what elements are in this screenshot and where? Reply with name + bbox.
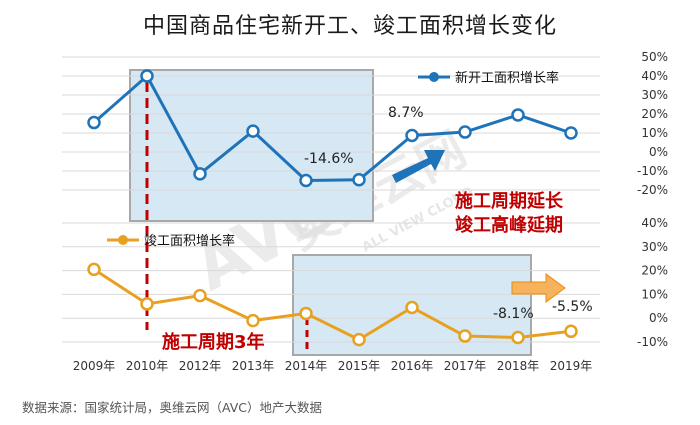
top-data-point xyxy=(87,115,101,130)
top-data-point xyxy=(511,108,525,122)
bottom-grid xyxy=(62,222,600,343)
bottom-data-point xyxy=(458,329,472,343)
top-y-tick-label: -10% xyxy=(637,164,668,178)
x-tick-label: 2016年 xyxy=(391,359,434,373)
top-y-tick-label: 10% xyxy=(641,126,668,140)
top-data-point xyxy=(246,124,260,138)
top-highlight-box xyxy=(129,69,374,222)
bottom-series-line xyxy=(93,268,572,342)
top-data-point xyxy=(458,125,472,139)
bottom-data-point xyxy=(87,262,101,277)
x-axis: 2009年 2010年 2012年 2013年 2014年 2015年 2016年 2017年… xyxy=(73,359,593,373)
legend-marker xyxy=(118,235,128,245)
x-tick-label: 2019年 xyxy=(550,359,593,373)
bottom-y-tick-label: 10% xyxy=(641,287,668,301)
bottom-y-tick-label: 30% xyxy=(641,240,668,254)
data-label-bottom-2: -5.5% xyxy=(552,299,593,315)
bottom-y-tick-label: 40% xyxy=(641,216,668,230)
top-data-point xyxy=(564,126,578,140)
top-data-point xyxy=(140,69,154,83)
bottom-data-point xyxy=(299,306,313,321)
legend-marker xyxy=(429,72,439,82)
top-data-point xyxy=(193,167,207,181)
legend-new-start: 新开工面积增长率 xyxy=(418,70,559,86)
bottom-data-point xyxy=(511,330,525,345)
bottom-data-point xyxy=(193,288,207,303)
annotation-bottom: 施工周期3年 xyxy=(162,331,265,353)
x-tick-label: 2010年 xyxy=(126,359,169,373)
top-data-point xyxy=(405,128,419,143)
bottom-series xyxy=(87,262,578,347)
chart-title: 中国商品住宅新开工、竣工面积增长变化 xyxy=(142,14,557,39)
bottom-data-point xyxy=(405,300,419,315)
legend-label-completion: 竣工面积增长率 xyxy=(144,233,235,249)
top-data-point xyxy=(352,172,366,187)
bottom-data-point xyxy=(246,313,260,328)
orange-arrow xyxy=(511,273,566,303)
x-tick-label: 2014年 xyxy=(285,359,328,373)
bottom-y-tick-label: -10% xyxy=(637,335,668,349)
bottom-y-tick-label: 20% xyxy=(641,264,668,278)
top-series xyxy=(87,69,578,188)
top-y-tick-label: 20% xyxy=(641,107,668,121)
x-tick-label: 2017年 xyxy=(444,359,487,373)
bottom-y-tick-label: 0% xyxy=(649,311,668,325)
data-label-top-2: 8.7% xyxy=(388,105,424,121)
x-tick-label: 2012年 xyxy=(179,359,222,373)
x-tick-label: 2013年 xyxy=(232,359,275,373)
annotation-top-line2: 竣工高峰延期 xyxy=(455,214,563,236)
x-tick-label: 2018年 xyxy=(497,359,540,373)
bottom-data-point xyxy=(140,297,154,311)
bottom-data-point xyxy=(352,332,366,347)
x-tick-label: 2015年 xyxy=(338,359,381,373)
annotation-top-line1: 施工周期延长 xyxy=(455,190,564,212)
top-series-line xyxy=(93,74,572,182)
bottom-data-point xyxy=(564,324,578,339)
top-y-tick-label: 0% xyxy=(649,145,668,159)
blue-arrow xyxy=(392,150,445,183)
data-source-note: 数据来源：国家统计局，奥维云网（AVC）地产大数据 xyxy=(22,400,323,415)
top-y-axis: 50% 40% 30% 20% 10% 0% -10% -20% xyxy=(637,50,668,197)
data-label-top-1: -14.6% xyxy=(304,151,354,167)
x-tick-label: 2009年 xyxy=(73,359,116,373)
top-y-tick-label: 50% xyxy=(641,50,668,64)
top-y-tick-label: 30% xyxy=(641,88,668,102)
legend-completion: 竣工面积增长率 xyxy=(107,233,235,249)
data-label-bottom-1: -8.1% xyxy=(493,306,534,322)
top-y-tick-label: -20% xyxy=(637,183,668,197)
bottom-y-axis: 40% 30% 20% 10% 0% -10% xyxy=(637,216,668,349)
legend-label-new-start: 新开工面积增长率 xyxy=(455,70,559,86)
top-y-tick-label: 40% xyxy=(641,69,668,83)
top-data-point xyxy=(299,173,313,188)
